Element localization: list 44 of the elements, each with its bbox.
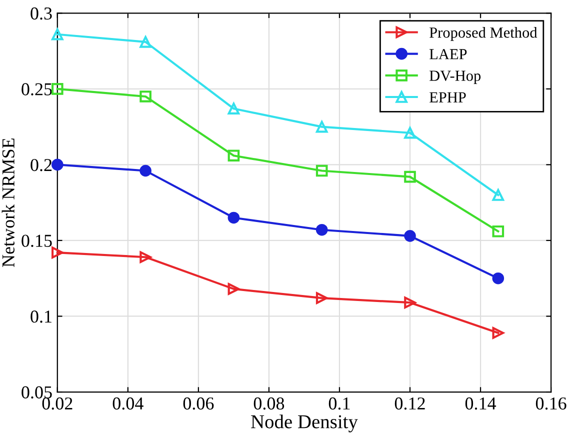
point [404, 126, 416, 139]
x-tick-label: 0.08 [254, 397, 284, 410]
point [228, 102, 240, 115]
point [404, 170, 416, 183]
point [228, 283, 240, 295]
x-tick-label: 0.06 [183, 397, 214, 410]
legend-label: LAEP [430, 49, 467, 60]
point [140, 36, 152, 48]
point [140, 251, 152, 264]
y-tick-label: 0.2 [30, 158, 52, 172]
point [316, 120, 328, 133]
point [492, 327, 504, 339]
x-tick-label: 0.04 [112, 397, 144, 410]
point [51, 158, 64, 171]
point [492, 189, 504, 201]
point [404, 230, 416, 242]
x-tick-label: 0.12 [394, 397, 425, 410]
legend-label: Proposed Method [430, 26, 538, 41]
y-tick-label: 0.25 [22, 83, 52, 96]
point [316, 164, 328, 177]
y-tick-label: 0.1 [30, 310, 52, 323]
legend-label: EPHP [430, 92, 466, 102]
x-tick-label: 0.16 [536, 397, 566, 410]
point [316, 224, 328, 236]
point [51, 28, 64, 40]
x-tick-label: 0.1 [328, 397, 350, 410]
point [228, 150, 240, 162]
y-tick-label: 0.15 [22, 234, 52, 247]
point [492, 272, 504, 284]
x-tick-label: 0.14 [465, 397, 496, 410]
point [492, 225, 504, 238]
point [51, 83, 64, 95]
y-tick-label: 0.3 [30, 7, 52, 20]
point [316, 292, 328, 304]
point [404, 296, 416, 309]
point [140, 164, 152, 177]
point [51, 246, 64, 258]
point [140, 90, 152, 102]
y-axis-title: Network NRMSE [2, 138, 14, 268]
x-tick-label: 0.02 [42, 397, 72, 410]
point [228, 212, 240, 224]
legend-label: DV-Hop [430, 70, 481, 84]
y-tick-label: 0.05 [22, 386, 52, 399]
x-axis-title: Node Density [251, 414, 358, 432]
